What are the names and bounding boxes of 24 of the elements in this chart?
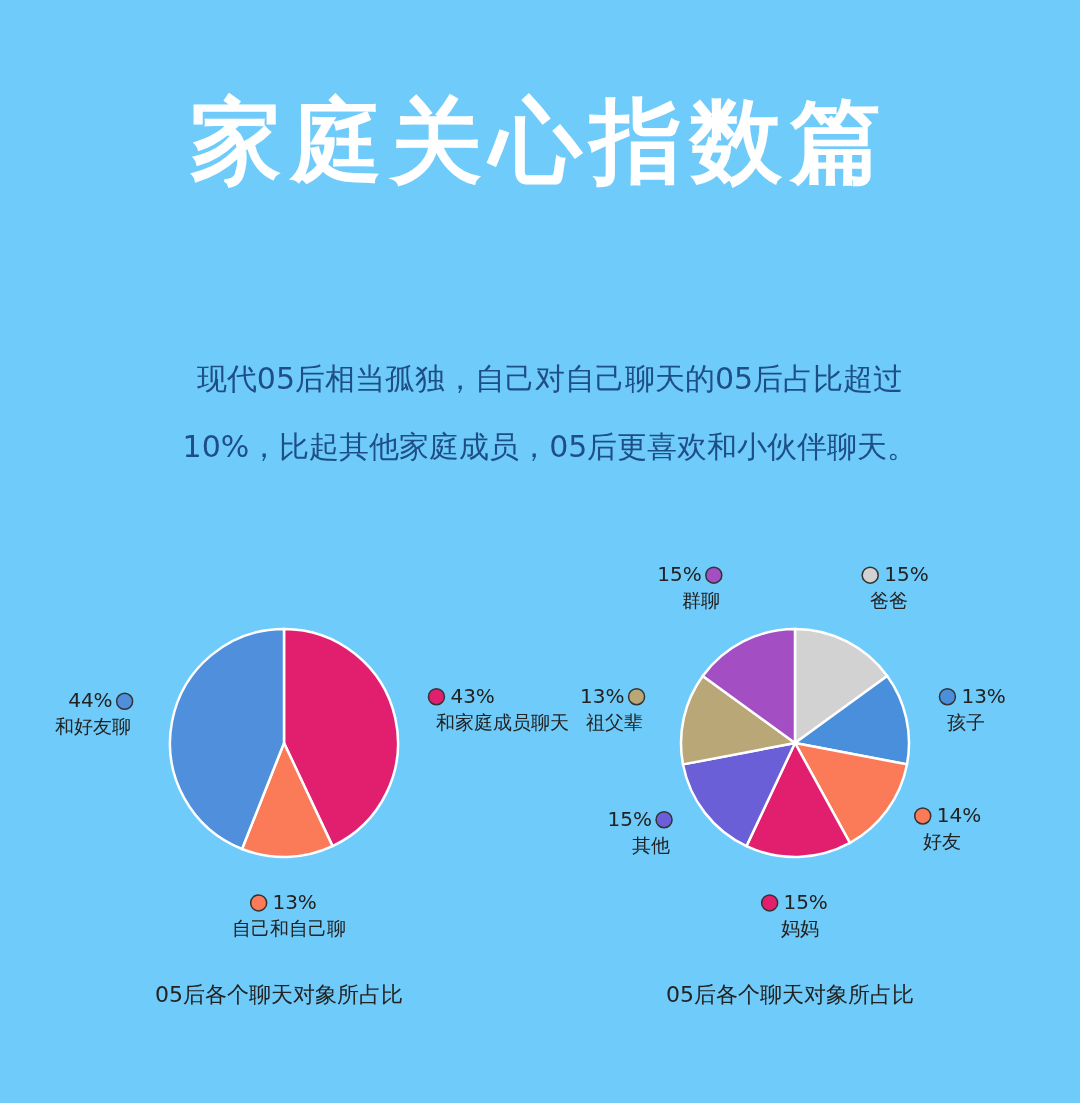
data-label: 15% — [607, 806, 653, 831]
legend-label: 其他 — [632, 833, 671, 856]
data-label: 13% — [961, 683, 1006, 708]
legend-label: 孩子 — [947, 710, 986, 733]
text: 家庭关心指数篇 — [189, 87, 891, 197]
legend-label: 好友 — [922, 829, 961, 852]
data-label: 13% — [272, 889, 317, 914]
text: 05后各个聊天对象所占比 — [665, 981, 915, 1009]
legend-label: 群聊 — [681, 589, 720, 612]
data-label: 13% — [580, 683, 625, 708]
data-label: 43% — [450, 683, 495, 708]
legend-label: 自己和自己聊 — [231, 916, 346, 939]
data-label: 15% — [884, 562, 929, 587]
legend-label: 祖父辈 — [585, 710, 643, 733]
legend-label: 和好友聊 — [54, 715, 131, 738]
data-label: 44% — [68, 688, 113, 713]
text: 现代05后相当孤独，自己对自己聊天的05后占比超过10%，比起其他家庭成员，05后更喜欢和小伙伴聊天。 — [181, 360, 919, 466]
data-label: 15% — [657, 562, 702, 587]
data-label: 15% — [783, 889, 828, 914]
legend-label: 和家庭成员聊天 — [436, 710, 570, 733]
data-label: 14% — [936, 802, 982, 827]
text: 05后各个聊天对象所占比 — [154, 981, 404, 1009]
legend-label: 妈妈 — [780, 916, 819, 939]
legend-label: 爸爸 — [870, 589, 909, 612]
